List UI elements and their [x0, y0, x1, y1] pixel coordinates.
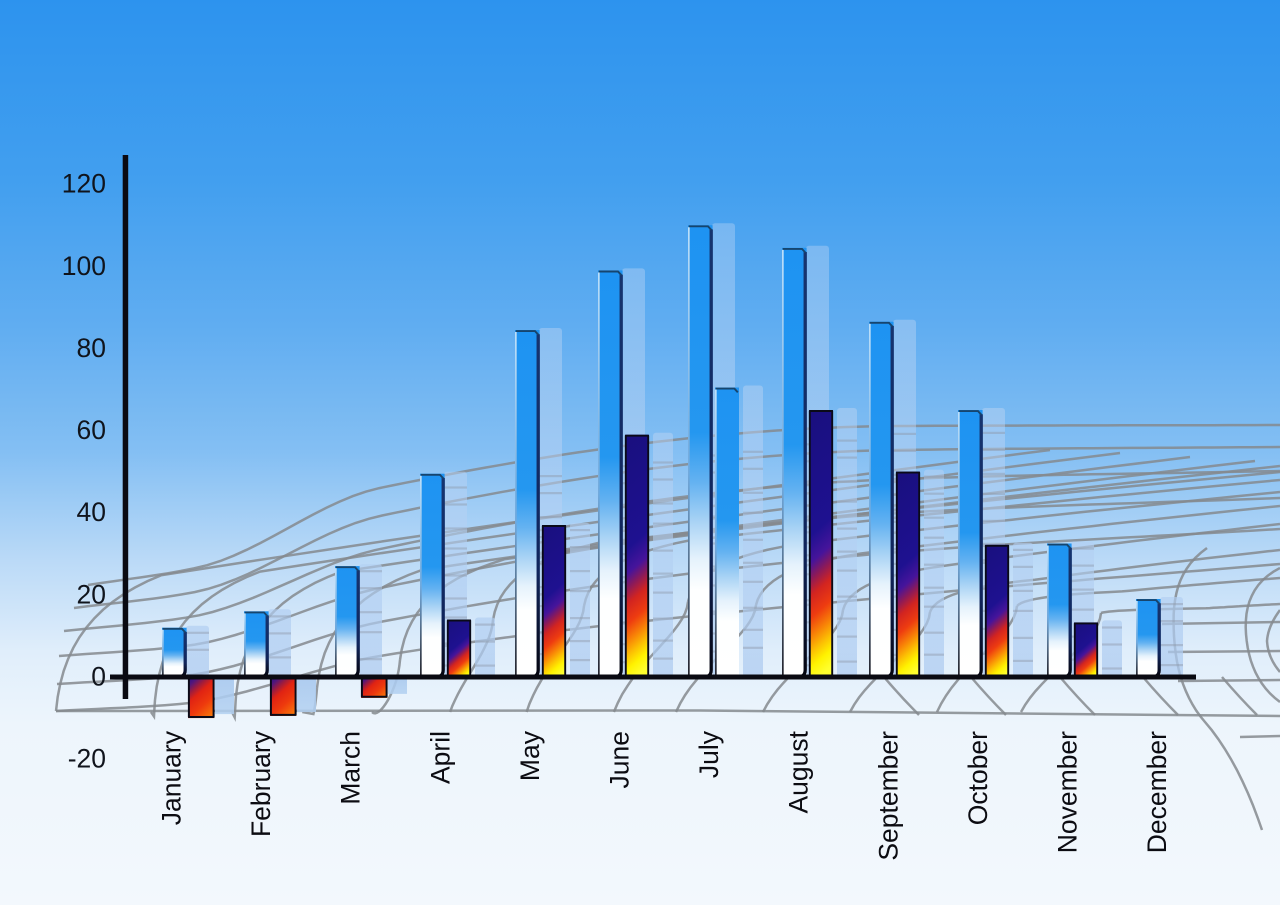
- svg-text:August: August: [784, 730, 814, 813]
- svg-text:60: 60: [77, 415, 106, 445]
- svg-text:September: September: [873, 731, 903, 861]
- svg-text:-20: -20: [68, 744, 106, 774]
- svg-text:April: April: [425, 731, 455, 784]
- svg-text:October: October: [963, 731, 993, 825]
- svg-text:January: January: [157, 730, 187, 825]
- svg-text:May: May: [515, 730, 545, 781]
- svg-text:March: March: [336, 731, 366, 805]
- svg-text:July: July: [694, 730, 724, 778]
- svg-text:120: 120: [62, 169, 106, 199]
- svg-text:40: 40: [77, 497, 106, 527]
- svg-text:December: December: [1142, 731, 1172, 853]
- svg-text:0: 0: [91, 662, 106, 692]
- svg-text:November: November: [1053, 731, 1083, 853]
- svg-text:June: June: [605, 731, 635, 788]
- svg-text:20: 20: [77, 579, 106, 609]
- svg-text:February: February: [246, 730, 276, 837]
- svg-text:100: 100: [62, 251, 106, 281]
- svg-text:80: 80: [77, 333, 106, 363]
